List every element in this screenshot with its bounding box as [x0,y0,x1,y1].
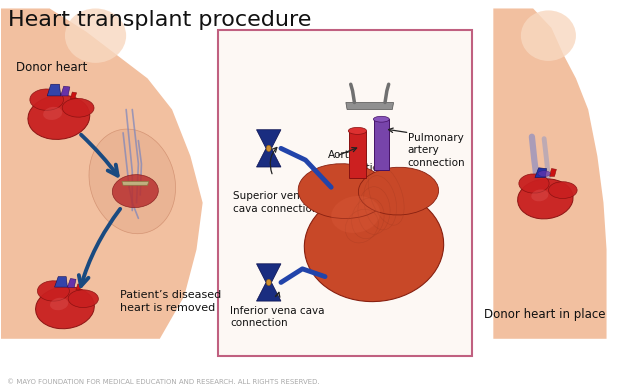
Polygon shape [68,278,76,287]
Ellipse shape [519,174,549,193]
Polygon shape [76,284,82,290]
Polygon shape [494,9,607,339]
Ellipse shape [68,290,99,308]
Text: Aorta
connection: Aorta connection [328,150,386,173]
Ellipse shape [305,190,444,301]
Ellipse shape [43,107,63,120]
Text: Superior vena
cava connection: Superior vena cava connection [233,191,319,213]
Polygon shape [535,168,547,177]
Ellipse shape [266,145,271,151]
Polygon shape [257,130,281,167]
FancyBboxPatch shape [218,30,472,356]
Ellipse shape [62,98,94,117]
Polygon shape [349,131,366,177]
Ellipse shape [35,287,94,329]
Polygon shape [122,181,149,185]
Ellipse shape [30,89,63,110]
Ellipse shape [358,167,439,215]
Polygon shape [257,264,281,301]
Ellipse shape [112,175,159,207]
Polygon shape [374,119,389,170]
Ellipse shape [518,179,573,219]
Text: Donor heart: Donor heart [16,61,87,74]
Text: Donor heart in place: Donor heart in place [484,308,605,321]
Polygon shape [550,168,556,176]
Text: Pulmonary
artery
connection: Pulmonary artery connection [408,133,465,168]
Text: Heart transplant procedure: Heart transplant procedure [8,11,312,30]
Text: © MAYO FOUNDATION FOR MEDICAL EDUCATION AND RESEARCH. ALL RIGHTS RESERVED.: © MAYO FOUNDATION FOR MEDICAL EDUCATION … [7,379,319,385]
Ellipse shape [50,298,68,310]
Ellipse shape [298,164,389,218]
Ellipse shape [348,128,367,135]
Text: Inferior vena cava
connection: Inferior vena cava connection [230,306,325,328]
Polygon shape [61,86,70,96]
Polygon shape [54,277,68,287]
Ellipse shape [521,11,576,61]
Ellipse shape [374,116,389,122]
Ellipse shape [266,279,271,285]
Ellipse shape [549,182,577,199]
Ellipse shape [37,281,70,301]
Ellipse shape [331,196,380,233]
Ellipse shape [89,129,176,234]
Ellipse shape [65,9,126,63]
Ellipse shape [532,190,549,201]
Text: Patient’s diseased
heart is removed: Patient’s diseased heart is removed [120,290,221,313]
Polygon shape [346,103,394,110]
Polygon shape [70,92,76,99]
Ellipse shape [538,171,550,177]
Polygon shape [47,84,61,96]
Polygon shape [1,9,203,339]
Ellipse shape [28,95,90,140]
